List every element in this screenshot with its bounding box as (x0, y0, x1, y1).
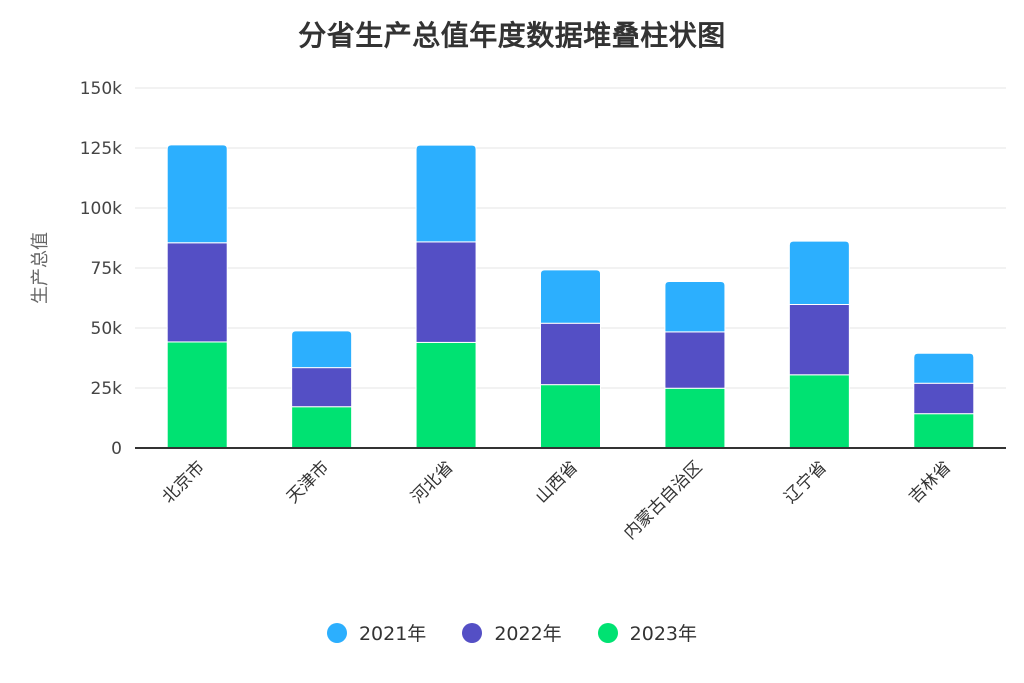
bar-segment[interactable] (415, 241, 477, 343)
bar-stack[interactable] (166, 144, 228, 449)
bar-segment[interactable] (788, 374, 850, 449)
chart-title: 分省生产总值年度数据堆叠柱状图 (298, 19, 726, 52)
bar-segment[interactable] (664, 387, 726, 449)
bar-segment[interactable] (788, 240, 850, 305)
bar-stack[interactable] (664, 280, 726, 449)
legend-label: 2022年 (494, 623, 562, 645)
bar-segment[interactable] (291, 406, 353, 449)
y-tick-label: 25k (91, 379, 123, 399)
bar-segment[interactable] (291, 367, 353, 408)
bar-segment[interactable] (415, 341, 477, 449)
bar-stack[interactable] (788, 240, 850, 449)
x-category-label: 北京市 (159, 457, 209, 507)
x-category-label: 河北省 (407, 457, 457, 507)
bar-stack[interactable] (540, 269, 601, 449)
bar-segment[interactable] (664, 331, 726, 389)
legend-item-2023[interactable]: 2023年 (597, 619, 698, 646)
bar-stack[interactable] (913, 352, 975, 449)
bar-segment[interactable] (166, 144, 228, 244)
x-category-label: 内蒙古自治区 (620, 457, 706, 543)
legend-item-2022[interactable]: 2022年 (462, 619, 562, 646)
y-tick-label: 150k (80, 79, 122, 99)
bar-segment[interactable] (166, 341, 228, 449)
x-category-label: 山西省 (532, 457, 582, 507)
y-axis-ticks: 0 25k 50k 75k 100k 125k 150k (80, 79, 122, 459)
y-tick-label: 100k (80, 199, 122, 219)
y-axis-title: 生产总值 (30, 232, 51, 304)
y-tick-label: 75k (91, 259, 123, 279)
bar-stack[interactable] (291, 330, 353, 449)
x-category-label: 吉林省 (905, 457, 955, 507)
bar-segment[interactable] (788, 303, 850, 376)
legend-dot-icon (597, 622, 618, 643)
y-tick-label: 125k (80, 139, 122, 159)
y-tick-label: 0 (111, 439, 122, 459)
bar-segment[interactable] (415, 144, 477, 243)
x-axis-labels: 北京市 天津市 河北省 山西省 内蒙古自治区 辽宁省 吉林省 (159, 457, 956, 543)
bar-segment[interactable] (540, 269, 601, 324)
y-tick-label: 50k (91, 319, 123, 339)
x-category-label: 辽宁省 (781, 457, 831, 507)
bar-segment[interactable] (540, 384, 601, 449)
bar-segment[interactable] (291, 330, 353, 369)
bar-segment[interactable] (664, 280, 726, 333)
legend-dot-icon (462, 622, 483, 643)
bar-segment[interactable] (166, 242, 228, 343)
bar-series (166, 144, 975, 449)
bar-segment[interactable] (913, 352, 975, 384)
bar-segment[interactable] (913, 382, 975, 415)
legend-dot-icon (326, 622, 347, 643)
bar-segment[interactable] (913, 413, 975, 449)
bar-segment[interactable] (540, 322, 601, 386)
legend: 2021年 2022年 2023年 (0, 619, 1024, 646)
x-category-label: 天津市 (283, 457, 333, 507)
bar-stack[interactable] (415, 144, 477, 449)
legend-label: 2021年 (358, 623, 427, 645)
legend-label: 2023年 (629, 623, 698, 645)
legend-item-2021[interactable]: 2021年 (326, 619, 427, 646)
